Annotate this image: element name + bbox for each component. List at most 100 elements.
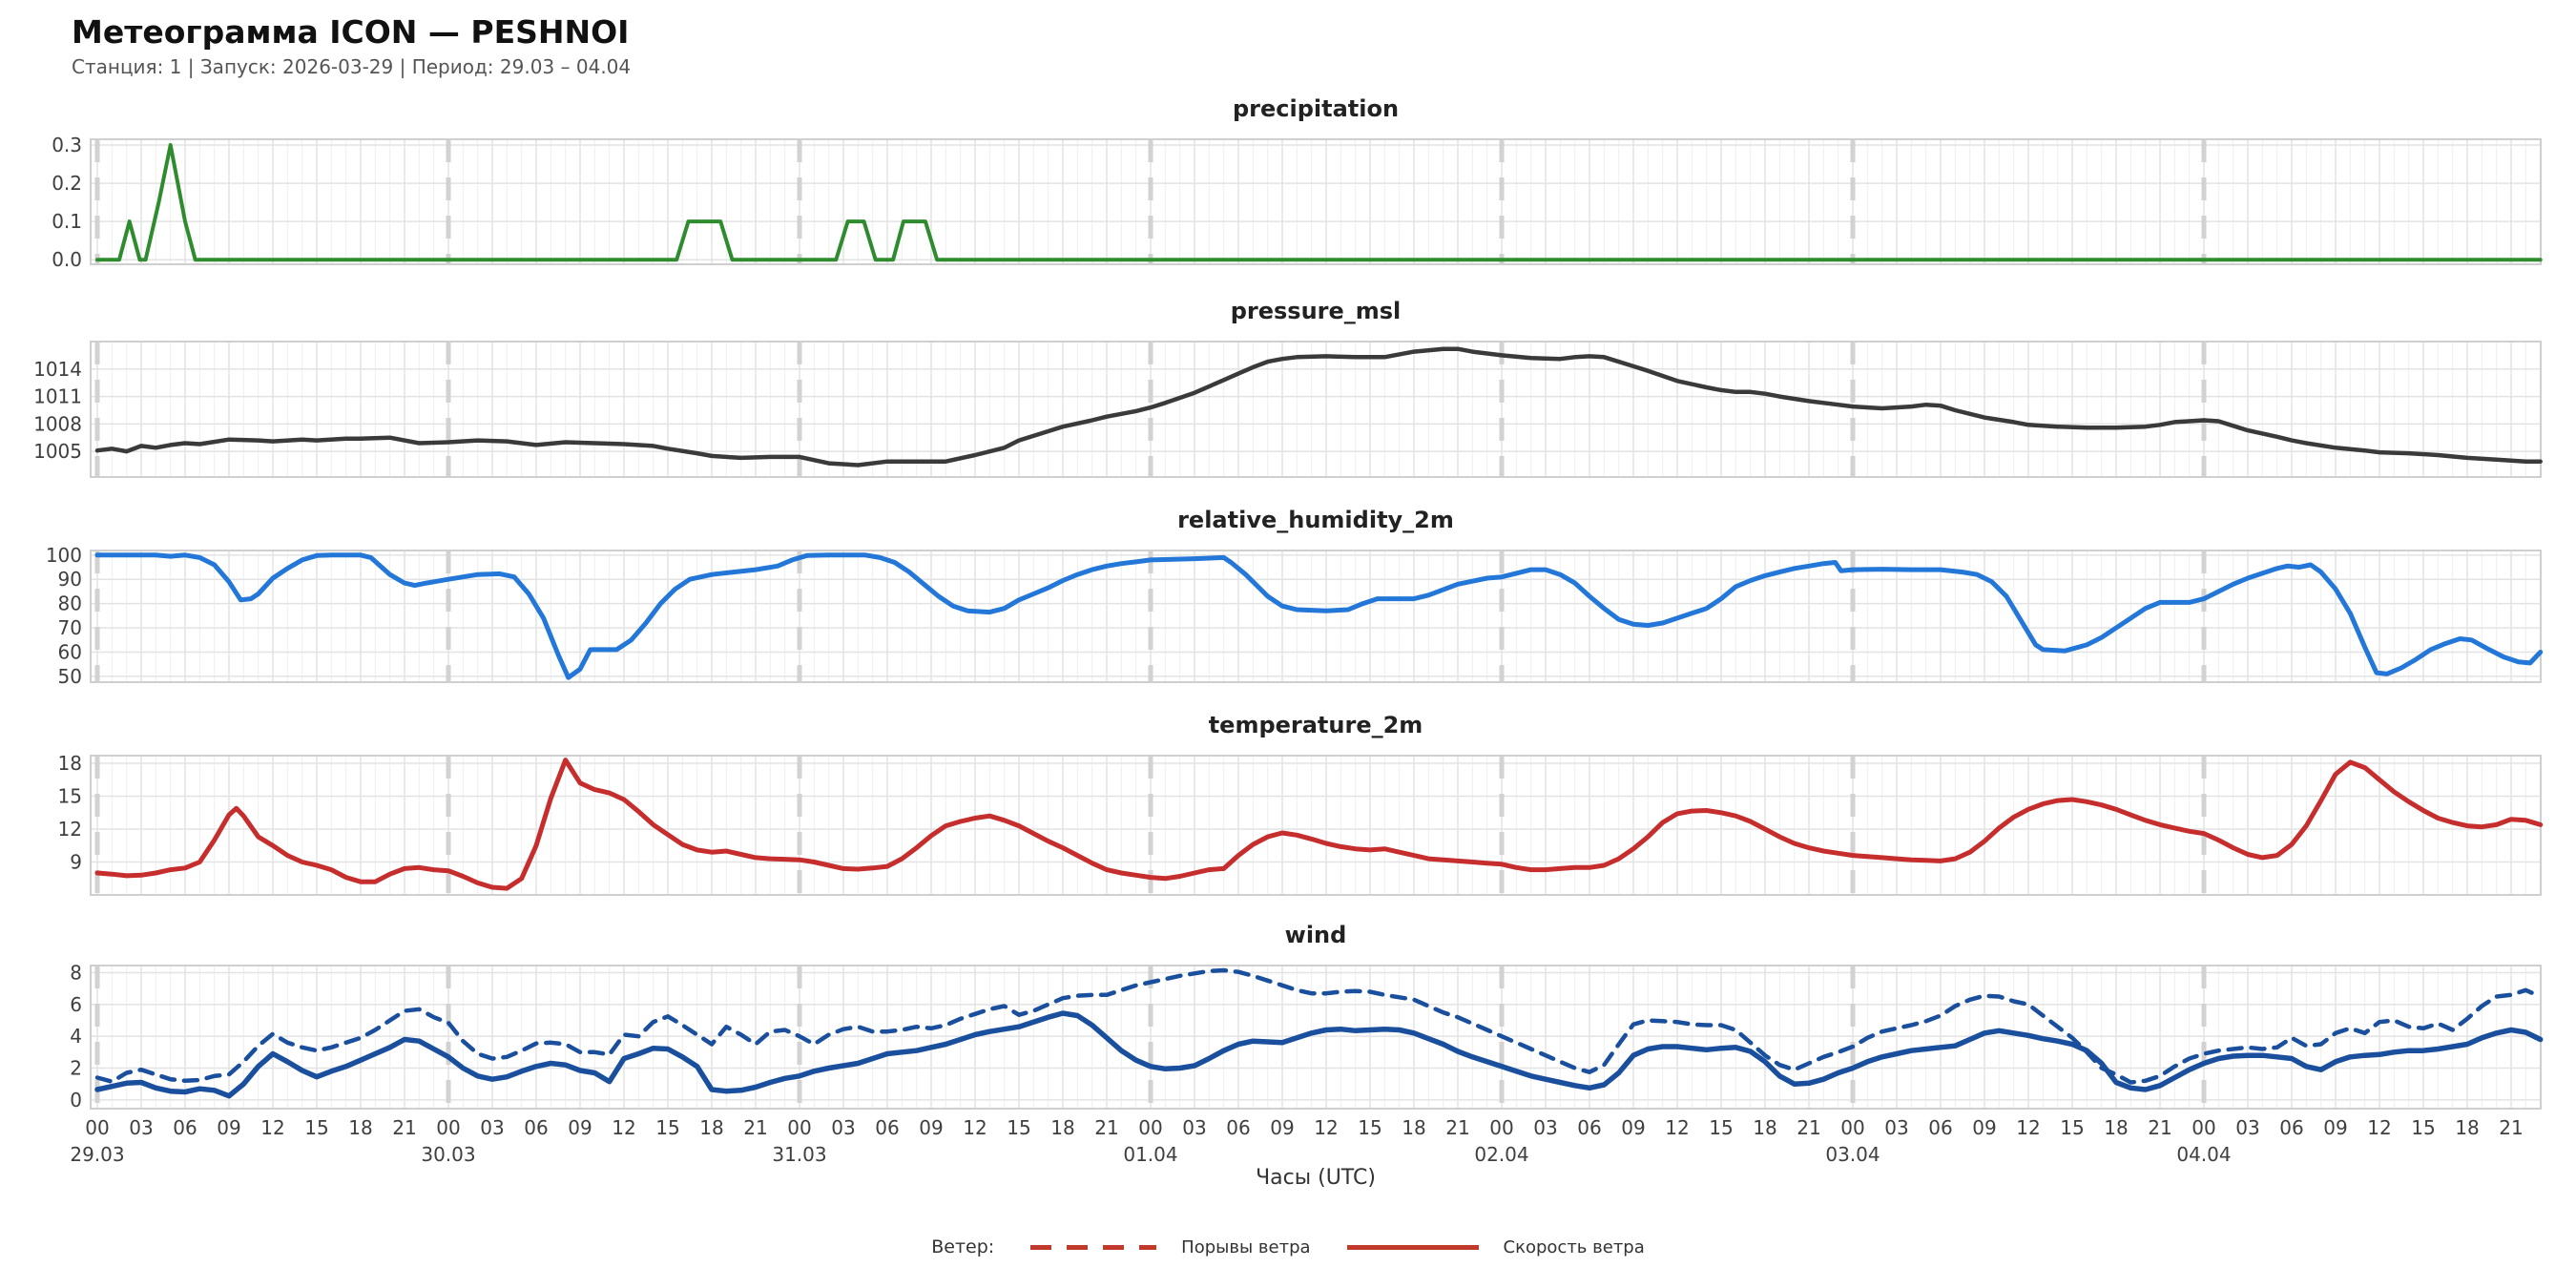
x-tick-label: 03 — [1533, 1116, 1558, 1139]
series-line-relative_humidity_2m — [94, 552, 2544, 680]
x-tick-label: 18 — [699, 1116, 724, 1139]
y-tick-label: 0.2 — [52, 172, 82, 195]
x-tick-label: 12 — [2367, 1116, 2392, 1139]
x-tick-label: 00 — [1138, 1116, 1163, 1139]
x-tick-label: 18 — [2104, 1116, 2129, 1139]
page-title: Метеограмма ICON — PESHNOI — [72, 13, 630, 51]
x-tick-label: 15 — [304, 1116, 329, 1139]
legend-item-speed: Скорость ветра — [1346, 1236, 1645, 1257]
y-tick-label: 0.1 — [52, 210, 82, 233]
page-subtitle: Станция: 1 | Запуск: 2026-03-29 | Период… — [72, 55, 632, 78]
x-tick-label: 09 — [568, 1116, 592, 1139]
x-tick-label: 06 — [875, 1116, 900, 1139]
y-tick-label: 6 — [70, 993, 82, 1016]
chart-title-temperature: temperature_2m — [1208, 712, 1423, 738]
x-tick-label: 18 — [2455, 1116, 2480, 1139]
x-tick-label: 18 — [1402, 1116, 1426, 1139]
legend-prefix: Ветер: — [931, 1236, 995, 1257]
x-tick-label: 21 — [2499, 1116, 2524, 1139]
series-line-temperature_2m — [94, 758, 2544, 891]
series-line-precipitation — [95, 143, 2543, 262]
x-tick-label: 09 — [217, 1116, 241, 1139]
y-tick-label: 9 — [70, 851, 82, 874]
x-tick-label: 15 — [655, 1116, 680, 1139]
x-tick-label: 21 — [743, 1116, 768, 1139]
y-tick-label: 0.3 — [52, 134, 82, 156]
y-tick-label: 0.0 — [52, 248, 82, 271]
x-date-label: 03.04 — [1825, 1143, 1880, 1166]
plot-frame — [90, 341, 2542, 478]
x-tick-label: 06 — [1928, 1116, 1953, 1139]
x-tick-label: 21 — [1797, 1116, 1821, 1139]
series-line-wind_speed — [94, 1010, 2544, 1099]
x-tick-label: 15 — [1358, 1116, 1382, 1139]
x-tick-label: 12 — [2016, 1116, 2041, 1139]
x-axis-dates: 29.03 30.03 31.03 01.04 02.04 03.04 04.04 — [0, 1143, 2576, 1172]
x-tick-label: 15 — [1709, 1116, 1734, 1139]
y-tick-label: 100 — [46, 544, 82, 567]
chart-pressure_msl: 1005 1008 1011 1014 — [33, 341, 2543, 478]
x-tick-label: 18 — [1050, 1116, 1075, 1139]
plot-frame — [90, 965, 2542, 1110]
x-tick-label: 09 — [2323, 1116, 2348, 1139]
wind-legend: Ветер: Порывы ветра Скорость ветра — [0, 1236, 2576, 1257]
y-tick-label: 90 — [58, 568, 82, 591]
x-tick-label: 06 — [173, 1116, 197, 1139]
wind-speed-legend-line — [1346, 1244, 1479, 1250]
x-date-label: 31.03 — [772, 1143, 827, 1166]
x-tick-label: 21 — [1094, 1116, 1119, 1139]
chart-title-humidity: relative_humidity_2m — [1177, 507, 1454, 533]
x-tick-label: 00 — [1840, 1116, 1865, 1139]
series-line-pressure_msl — [94, 346, 2543, 467]
series-line-wind_gusts — [94, 967, 2543, 1085]
x-tick-label: 09 — [1621, 1116, 1646, 1139]
legend-item-gusts: Порывы ветра — [1030, 1236, 1311, 1257]
x-tick-label: 15 — [2411, 1116, 2436, 1139]
x-tick-label: 00 — [436, 1116, 461, 1139]
y-tick-label: 0 — [70, 1089, 82, 1111]
y-tick-label: 60 — [58, 640, 82, 663]
x-tick-label: 21 — [392, 1116, 417, 1139]
wind-gusts-legend-line — [1030, 1244, 1157, 1250]
x-tick-label: 03 — [1182, 1116, 1207, 1139]
x-date-label: 29.03 — [70, 1143, 125, 1166]
legend-label-speed: Скорость ветра — [1503, 1236, 1645, 1257]
x-date-label: 30.03 — [421, 1143, 476, 1166]
x-tick-label: 18 — [1753, 1116, 1777, 1139]
y-tick-label: 1005 — [33, 440, 82, 463]
chart-title-wind: wind — [1284, 922, 1347, 948]
y-tick-label: 2 — [70, 1057, 82, 1080]
x-tick-label: 03 — [129, 1116, 154, 1139]
x-axis-ticks: 00 03 06 09 12 15 18 21 00 03 06 09 12 15 18 21 00 03 06 09… — [0, 1116, 2576, 1145]
x-tick-label: 03 — [480, 1116, 505, 1139]
plot-frame — [90, 138, 2542, 265]
x-tick-label: 06 — [2279, 1116, 2304, 1139]
x-tick-label: 09 — [919, 1116, 944, 1139]
chart-title-precipitation: precipitation — [1232, 95, 1400, 122]
chart-precipitation: 0.0 0.1 0.2 0.3 — [52, 134, 2543, 271]
legend-label-gusts: Порывы ветра — [1181, 1236, 1311, 1257]
y-tick-label: 1014 — [33, 358, 82, 381]
x-tick-label: 15 — [2060, 1116, 2085, 1139]
y-tick-label: 1008 — [33, 412, 82, 435]
x-tick-label: 09 — [1972, 1116, 1997, 1139]
x-tick-label: 12 — [612, 1116, 636, 1139]
x-tick-label: 12 — [1314, 1116, 1339, 1139]
x-tick-label: 03 — [1884, 1116, 1909, 1139]
chart-temperature_2m: 9 12 15 18 — [58, 752, 2544, 896]
x-tick-label: 09 — [1270, 1116, 1295, 1139]
y-tick-label: 15 — [58, 785, 82, 808]
x-tick-label: 00 — [787, 1116, 812, 1139]
x-tick-label: 12 — [1665, 1116, 1690, 1139]
x-tick-label: 12 — [963, 1116, 987, 1139]
chart-title-pressure: pressure_msl — [1230, 298, 1402, 324]
x-date-label: 01.04 — [1123, 1143, 1178, 1166]
y-tick-label: 12 — [58, 818, 82, 841]
x-tick-label: 03 — [831, 1116, 856, 1139]
y-tick-label: 4 — [70, 1025, 82, 1048]
x-tick-label: 00 — [1489, 1116, 1514, 1139]
x-tick-label: 00 — [85, 1116, 110, 1139]
y-tick-label: 18 — [58, 752, 82, 775]
